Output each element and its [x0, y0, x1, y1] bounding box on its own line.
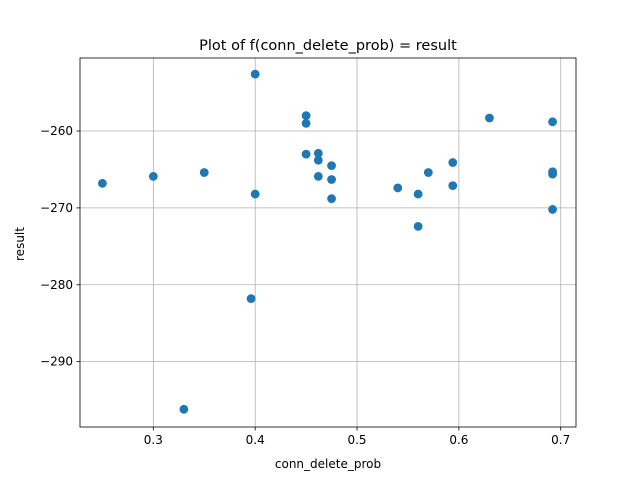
- data-point: [327, 175, 336, 184]
- data-point: [448, 158, 458, 167]
- plot-frame: [79, 57, 577, 428]
- data-point: [413, 189, 423, 199]
- y-tick-label: −270: [40, 201, 73, 215]
- data-point: [423, 168, 433, 177]
- data-point: [313, 155, 323, 165]
- data-point: [98, 178, 107, 188]
- x-tick-label: 0.5: [347, 433, 366, 447]
- grid: [80, 58, 576, 427]
- x-axis-label: conn_delete_prob: [275, 457, 381, 471]
- data-point: [413, 221, 423, 231]
- y-tick-label: −280: [40, 278, 73, 292]
- data-point: [448, 181, 458, 191]
- y-axis-label: result: [13, 227, 27, 261]
- axes: [79, 57, 577, 428]
- data-point: [179, 404, 189, 414]
- data-point: [393, 183, 403, 193]
- x-tick-label: 0.3: [144, 433, 163, 447]
- data-point: [313, 148, 323, 158]
- ticks: 0.3 0.4 0.5 0.6 0.7 −290 −280 −270 −260: [40, 124, 570, 447]
- data-point: [313, 171, 323, 181]
- data-point: [148, 171, 158, 181]
- data-point: [301, 149, 311, 159]
- x-tick-label: 0.7: [551, 433, 570, 447]
- y-tick-label: −260: [40, 124, 73, 138]
- data-point: [250, 69, 260, 79]
- data-point: [246, 294, 256, 304]
- data-points: [98, 69, 557, 414]
- data-point: [250, 189, 260, 199]
- data-point: [548, 117, 557, 127]
- data-point: [301, 111, 311, 121]
- data-point: [327, 194, 336, 204]
- data-point: [485, 113, 494, 123]
- x-tick-label: 0.6: [449, 433, 468, 447]
- chart-title: Plot of f(conn_delete_prob) = result: [199, 38, 457, 54]
- x-tick-label: 0.4: [246, 433, 265, 447]
- y-tick-label: −290: [40, 355, 73, 369]
- data-point: [327, 161, 336, 171]
- data-point: [301, 118, 311, 128]
- data-point: [199, 168, 209, 177]
- data-point: [548, 169, 557, 179]
- data-point: [548, 205, 557, 214]
